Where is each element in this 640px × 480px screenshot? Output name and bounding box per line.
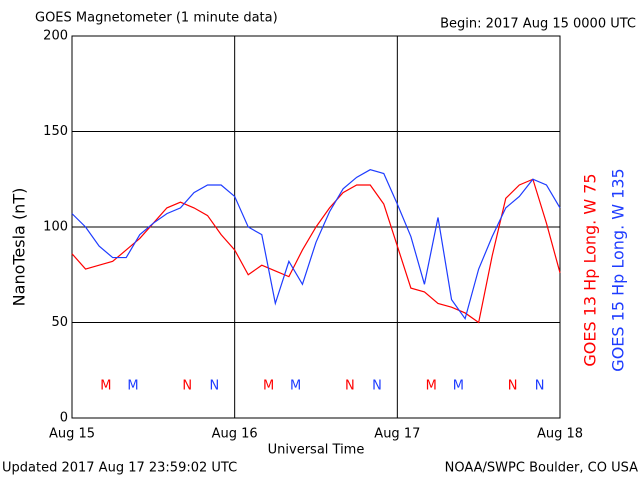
begin-time: Begin: 2017 Aug 15 0000 UTC	[440, 17, 636, 32]
local-time-marker: N	[535, 379, 545, 394]
local-time-marker: N	[372, 379, 382, 394]
local-time-marker: N	[209, 379, 219, 394]
local-time-marker: M	[100, 379, 111, 394]
local-time-marker: N	[182, 379, 192, 394]
footer-updated: Updated 2017 Aug 17 23:59:02 UTC	[2, 461, 237, 476]
legend-entry: GOES 13 Hp Long. W 75	[581, 173, 600, 366]
local-time-marker: N	[345, 379, 355, 394]
x-tick-label: Aug 16	[212, 427, 258, 442]
y-tick-label: 100	[43, 220, 68, 235]
y-tick-label: 50	[51, 315, 68, 330]
y-tick-label: 0	[60, 411, 68, 426]
chart-title: GOES Magnetometer (1 minute data)	[35, 11, 278, 26]
data-line	[71, 169, 561, 321]
x-tick-label: Aug 18	[537, 427, 583, 442]
y-tick-label: 150	[43, 124, 68, 139]
footer-source: NOAA/SWPC Boulder, CO USA	[445, 461, 638, 476]
local-time-marker: M	[290, 379, 301, 394]
legend-entry: GOES 15 Hp Long. W 135	[609, 168, 628, 371]
x-tick-label: Aug 17	[374, 427, 420, 442]
local-time-marker: M	[263, 379, 274, 394]
local-time-marker: N	[508, 379, 518, 394]
y-tick-label: 200	[43, 29, 68, 44]
x-tick-label: Aug 15	[49, 427, 95, 442]
y-axis-label: NanoTesla (nT)	[10, 188, 29, 307]
local-time-marker: M	[127, 379, 138, 394]
plot-frame	[71, 35, 561, 419]
local-time-marker: M	[426, 379, 437, 394]
x-axis-label: Universal Time	[268, 443, 365, 458]
local-time-marker: M	[453, 379, 464, 394]
